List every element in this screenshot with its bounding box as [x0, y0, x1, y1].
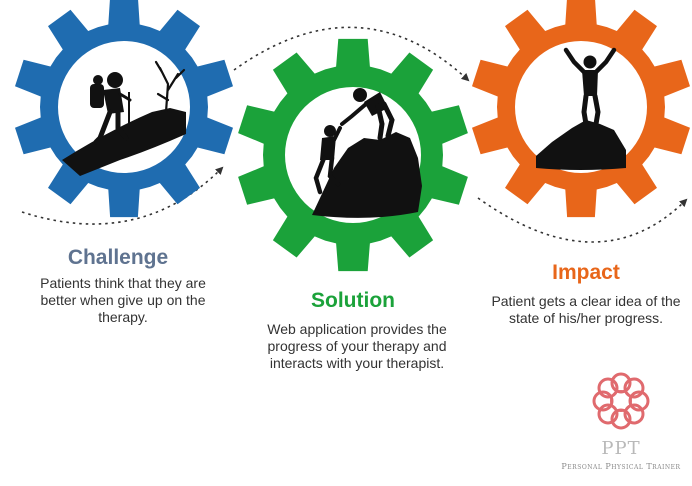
impact-description: Patient gets a clear idea of the state o…: [491, 293, 681, 326]
solution-heading: Solution: [311, 289, 395, 312]
hiker-icon: [62, 60, 186, 176]
impact-heading: Impact: [552, 261, 620, 284]
climbers-helping-icon: [312, 88, 422, 218]
ppt-brand-logo: PPT Personal Physical Trainer: [548, 368, 692, 478]
brand-name: Personal Physical Trainer: [561, 462, 681, 471]
connector-arrow-challenge-to-solution: [21, 166, 224, 225]
challenge-description: Patients think that they are better when…: [40, 275, 206, 325]
solution-description: Web application provides the progress of…: [267, 321, 447, 371]
summit-victory-icon: [536, 47, 626, 170]
connector-arrow-into-solution-top: [233, 26, 470, 82]
celtic-knot-logo-icon: [592, 372, 650, 430]
brand-abbreviation: PPT: [601, 438, 641, 459]
challenge-heading: Challenge: [67, 246, 169, 269]
challenge-gear: [15, 0, 233, 218]
impact-gear: [472, 0, 690, 218]
